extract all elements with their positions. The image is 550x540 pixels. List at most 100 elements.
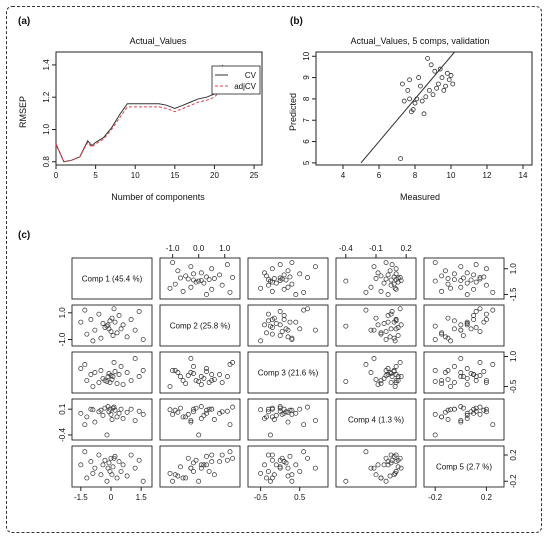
matrix-point <box>392 338 398 344</box>
matrix-point <box>464 321 470 326</box>
matrix-point <box>483 311 489 317</box>
matrix-cell-frame <box>423 398 505 441</box>
matrix-point <box>118 364 124 369</box>
matrix-point <box>363 449 369 455</box>
matrix-point <box>397 306 403 312</box>
matrix-point <box>490 422 496 428</box>
matrix-point <box>464 416 470 421</box>
matrix-point <box>277 322 283 328</box>
matrix-point <box>391 335 397 341</box>
matrix-point <box>460 275 466 281</box>
matrix-point <box>442 370 448 375</box>
matrix-point <box>285 284 291 290</box>
matrix-point <box>175 268 181 274</box>
matrix-cell-frame <box>247 351 329 394</box>
matrix-point <box>383 337 389 342</box>
matrix-top-tick-label: 1.0 <box>219 244 231 253</box>
matrix-point <box>92 465 98 471</box>
matrix-point <box>389 374 395 379</box>
matrix-point <box>363 362 369 367</box>
matrix-point <box>458 327 464 333</box>
matrix-point <box>188 419 194 425</box>
matrix-point <box>375 270 381 276</box>
matrix-point <box>448 285 454 291</box>
matrix-point <box>363 289 369 295</box>
matrix-point <box>442 409 448 415</box>
matrix-point <box>175 409 181 415</box>
matrix-point <box>110 374 116 379</box>
matrix-point <box>230 275 236 280</box>
matrix-point <box>477 329 483 334</box>
matrix-point <box>124 409 130 415</box>
matrix-point <box>224 408 230 414</box>
matrix-point <box>188 465 194 471</box>
panel-b-plot-frame <box>315 51 533 166</box>
matrix-point <box>180 475 186 481</box>
matrix-point <box>439 381 445 386</box>
panel-b-y-tick-label: 6 <box>302 139 311 144</box>
matrix-point <box>464 366 470 371</box>
panel-a-title: Actual_Values <box>130 36 187 46</box>
matrix-point <box>180 414 186 420</box>
matrix-point <box>481 369 487 374</box>
matrix-point <box>388 282 394 288</box>
matrix-point <box>114 414 120 420</box>
matrix-point <box>483 317 489 322</box>
panel-b-title: Actual_Values, 5 comps, validation <box>351 36 490 46</box>
matrix-cell-frame <box>247 304 329 347</box>
panel-b-point <box>399 81 405 87</box>
matrix-point <box>98 472 104 478</box>
matrix-point <box>104 432 110 438</box>
matrix-point <box>271 276 277 281</box>
matrix-cell: Comp 1 (45.4 %) <box>71 257 153 300</box>
matrix-point <box>230 404 236 410</box>
matrix-bottom-tick-label: -0.2 <box>428 493 442 502</box>
matrix-left-tick-label: -0.4 <box>58 428 67 442</box>
matrix-point <box>387 473 393 479</box>
panel-a-x-tick-label: 10 <box>131 171 140 180</box>
matrix-point <box>100 321 106 326</box>
matrix-point <box>198 278 204 284</box>
matrix-point <box>84 475 90 481</box>
panel-a-plot-frame <box>55 51 263 166</box>
matrix-point <box>293 292 299 297</box>
matrix-point <box>383 368 389 373</box>
matrix-point <box>105 322 111 328</box>
matrix-point <box>120 322 126 328</box>
panel-a-x-tick-label: 5 <box>93 171 98 180</box>
matrix-point <box>107 406 113 412</box>
matrix-point <box>111 455 117 461</box>
matrix-point <box>140 368 146 373</box>
matrix-point <box>262 322 267 328</box>
matrix-point <box>175 473 181 479</box>
matrix-point <box>383 276 389 282</box>
matrix-point <box>289 281 295 287</box>
matrix-point <box>262 270 267 276</box>
matrix-point <box>448 338 454 344</box>
panel-b-point <box>407 96 413 102</box>
matrix-point <box>112 407 118 413</box>
matrix-point <box>82 362 88 367</box>
matrix-point <box>468 277 474 283</box>
matrix-cell <box>423 398 505 441</box>
matrix-point <box>198 465 204 471</box>
matrix-point <box>264 273 269 279</box>
matrix-point <box>204 453 209 459</box>
panel-a-x-tick-label: 0 <box>54 171 59 180</box>
matrix-point <box>392 384 398 389</box>
matrix-point <box>375 322 381 328</box>
matrix-point <box>211 276 217 281</box>
panel-b-ylabel: Predicted <box>288 93 298 131</box>
matrix-point <box>230 455 236 461</box>
matrix-point <box>477 360 483 365</box>
matrix-point <box>471 286 477 292</box>
matrix-point <box>191 409 196 415</box>
matrix-point <box>473 374 479 379</box>
matrix-point <box>468 371 474 376</box>
matrix-point <box>397 275 403 280</box>
panel-a-ylabel: RMSEP <box>18 96 28 128</box>
panel-a-legend-box <box>211 65 261 95</box>
matrix-point <box>269 288 275 294</box>
matrix-cell-frame <box>71 398 153 441</box>
